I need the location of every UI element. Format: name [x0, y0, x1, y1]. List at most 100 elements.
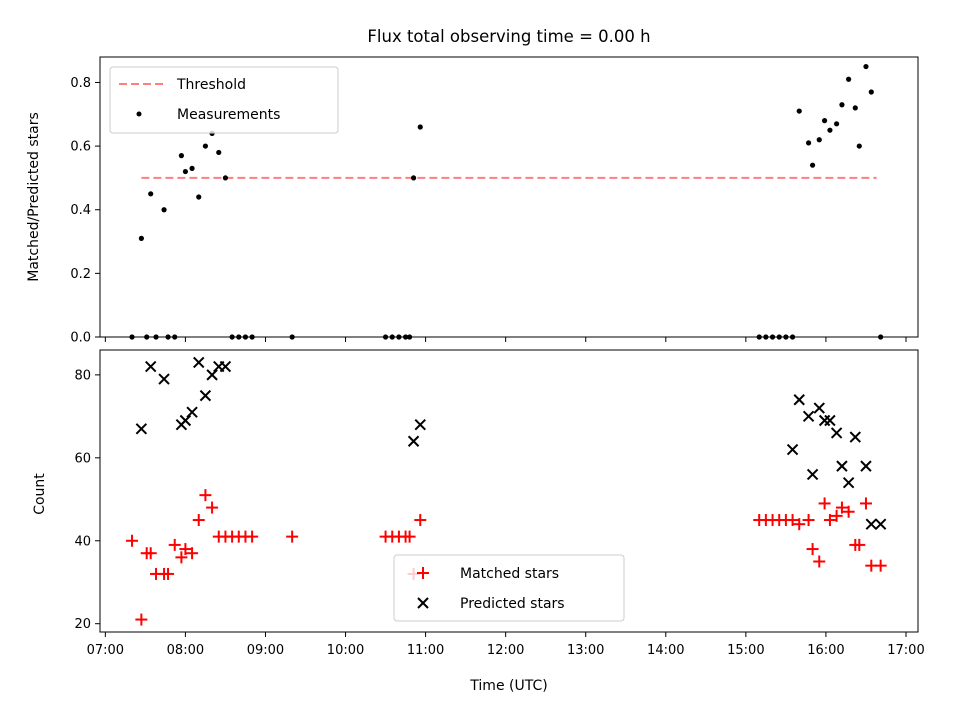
predicted-star-point [186, 406, 198, 418]
bottom-x-tick-label: 07:00 [87, 643, 124, 658]
predicted-star-point [158, 373, 170, 385]
bottom-x-tick-label: 16:00 [807, 643, 844, 658]
matched-star-point [168, 538, 181, 551]
bottom-legend-box [393, 554, 625, 622]
matched-star-point [830, 509, 843, 522]
matched-star-point [403, 530, 416, 543]
top-legend: Threshold Measurements [109, 66, 339, 134]
measurement-point [856, 143, 862, 149]
legend-measurements-label: Measurements [177, 107, 280, 123]
legend-predicted-swatch [417, 597, 429, 609]
predicted-star-point [806, 468, 819, 481]
bottom-axis-ticks: 20 40 60 80 07:00 08:00 09:00 10:00 11:00 12:00 13… [74, 368, 924, 658]
legend-matched-label: Matched stars [460, 566, 559, 582]
matched-star-point [802, 514, 815, 527]
bottom-y-tick-label: 20 [74, 617, 91, 632]
predicted-star-point [135, 423, 148, 435]
predicted-star-point [145, 360, 157, 373]
top-axes-frame [99, 56, 919, 338]
measurement-point [863, 63, 869, 70]
bottom-x-tick-label: 10:00 [327, 643, 364, 658]
bottom-x-tick-label: 08:00 [167, 643, 204, 658]
bottom-x-tick-label: 13:00 [567, 643, 604, 658]
legend-matched-swatch [417, 567, 429, 579]
matched-star-point [135, 613, 148, 626]
matched-star-point [793, 518, 806, 531]
matched-star-point [246, 530, 259, 543]
matched-star-point [859, 497, 872, 510]
measurement-point [816, 137, 822, 143]
predicted-star-point [830, 427, 843, 439]
measurement-point [809, 162, 816, 168]
measurement-point [222, 175, 229, 181]
measurement-point [834, 121, 840, 127]
predicted-star-point [414, 418, 426, 431]
measurement-point [202, 143, 209, 149]
predicted-star-point [179, 414, 192, 427]
predicted-star-point [813, 402, 825, 414]
matched-star-point [192, 514, 205, 527]
bottom-x-tick-label: 09:00 [247, 643, 284, 658]
matched-star-point [823, 514, 836, 527]
predicted-star-point [793, 394, 805, 406]
top-y-tick-label: 0.4 [70, 203, 91, 218]
measurement-point [852, 105, 858, 111]
measurement-point [805, 140, 812, 146]
top-y-tick-label: 0.8 [70, 76, 91, 91]
matched-star-point [786, 514, 799, 527]
measurement-point [868, 89, 874, 95]
matched-star-point [835, 501, 848, 514]
matched-star-point [162, 567, 175, 580]
predicted-star-point [206, 369, 218, 381]
matched-star-point [179, 543, 192, 556]
measurement-point [182, 168, 189, 175]
top-y-tick-label: 0.6 [70, 140, 91, 155]
chart-title: Flux total observing time = 0.00 h [367, 27, 650, 46]
predicted-star-point [824, 414, 836, 427]
top-legend-box [109, 66, 339, 134]
matched-star-point [175, 551, 188, 564]
matched-star-point [186, 547, 199, 560]
measurement-point [138, 235, 144, 241]
predicted-star-point [818, 414, 831, 427]
bottom-y-tick-label: 80 [74, 368, 91, 383]
measurement-point [417, 124, 423, 130]
predicted-star-point [786, 443, 799, 456]
predicted-star-point [219, 360, 232, 373]
predicted-star-point [407, 435, 420, 447]
matched-star-point [414, 514, 427, 527]
measurement-point [196, 194, 202, 200]
matched-star-point [813, 555, 826, 568]
predicted-star-point [836, 460, 848, 472]
bottom-plot-layer [126, 356, 887, 626]
bottom-x-tick-label: 12:00 [487, 643, 524, 658]
bottom-y-tick-label: 60 [74, 451, 91, 466]
bottom-x-tick-label: 14:00 [647, 643, 684, 658]
measurement-point [821, 118, 828, 124]
bottom-y-axis-label: Count [32, 473, 48, 515]
predicted-star-point [874, 518, 887, 530]
measurement-point [796, 108, 802, 114]
matched-star-point [206, 501, 219, 514]
matched-star-point [126, 534, 139, 547]
matched-star-point [818, 497, 831, 510]
bottom-panel: 20 40 60 80 07:00 08:00 09:00 10:00 11:00 12:00 13… [32, 349, 925, 694]
measurement-point [846, 76, 852, 82]
predicted-star-point [193, 356, 205, 369]
legend-threshold-label: Threshold [176, 77, 246, 93]
matched-star-point [853, 538, 866, 551]
measurement-point [410, 175, 417, 181]
matched-star-point [199, 489, 212, 502]
top-y-axis-label: Matched/Predicted stars [26, 112, 42, 282]
measurement-point [839, 102, 845, 108]
x-axis-label: Time (UTC) [469, 678, 547, 694]
bottom-x-tick-label: 17:00 [887, 643, 924, 658]
measurement-point [148, 191, 154, 197]
bottom-x-tick-label: 11:00 [407, 643, 444, 658]
top-y-tick-label: 0.0 [70, 331, 91, 346]
legend-predicted-label: Predicted stars [460, 596, 565, 612]
bottom-axes-frame [99, 349, 919, 633]
bottom-x-tick-label: 15:00 [727, 643, 764, 658]
predicted-star-point [860, 460, 872, 472]
legend-measurements-swatch [136, 111, 142, 117]
